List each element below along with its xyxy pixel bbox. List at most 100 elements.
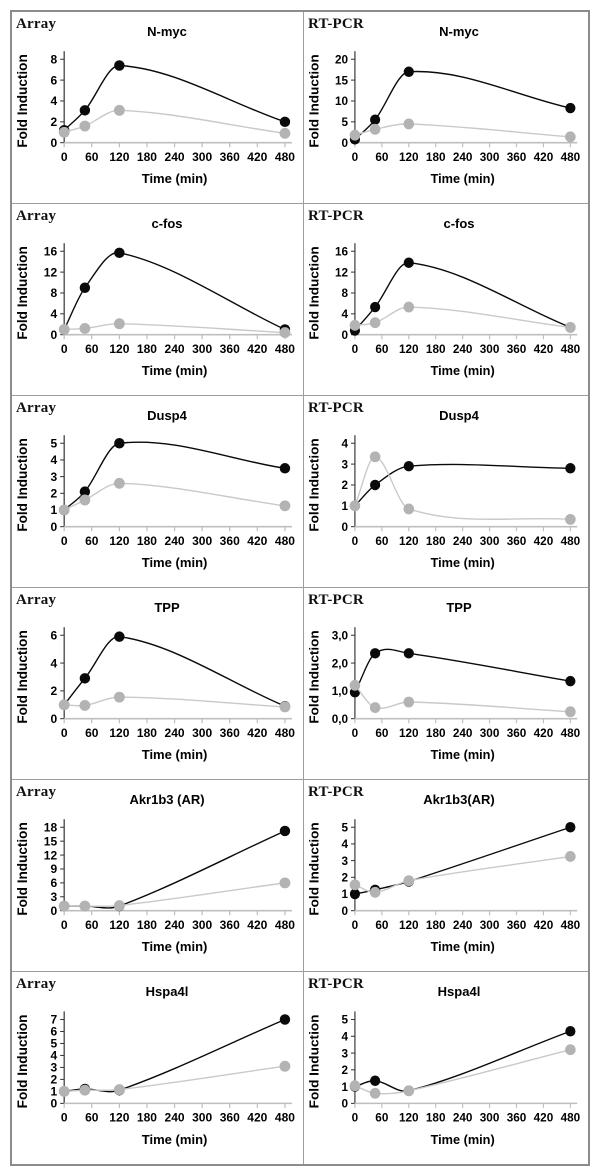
y-tick-label: 3 <box>50 890 57 904</box>
y-tick-label: 7 <box>50 1013 57 1027</box>
series-gray-marker <box>403 1085 415 1097</box>
series-black-marker <box>79 486 91 497</box>
x-tick-label: 60 <box>85 150 99 164</box>
x-tick-label: 240 <box>453 150 473 164</box>
series-gray-marker <box>369 886 381 898</box>
x-tick-label: 360 <box>507 1110 527 1124</box>
series-gray-marker <box>403 118 415 130</box>
y-tick-label: 2 <box>50 115 57 129</box>
series-black-marker <box>114 60 125 71</box>
x-tick-label: 180 <box>426 1110 446 1124</box>
y-tick-label: 3 <box>50 470 57 484</box>
y-tick-label: 6 <box>50 876 57 890</box>
y-tick-label: 1 <box>342 1080 349 1094</box>
chart-plot: 0 1 2 3 4 5 0 60 120 180 240 300 360 420 480 Fold Induc… <box>307 1011 581 1147</box>
x-tick-label: 420 <box>534 726 554 740</box>
x-tick-label: 120 <box>399 342 419 356</box>
y-tick-label: 2 <box>342 1063 349 1077</box>
x-tick-label: 480 <box>275 726 295 740</box>
y-tick-label: 15 <box>44 834 58 848</box>
series-gray-marker <box>565 131 576 143</box>
series-black-line <box>354 648 571 693</box>
series-gray-marker <box>349 879 361 891</box>
y-tick-label: 20 <box>335 52 348 66</box>
y-tick-label: 0 <box>342 904 349 918</box>
series-gray-marker <box>403 875 415 887</box>
x-tick-label: 420 <box>534 918 554 932</box>
y-tick-label: 2 <box>50 487 57 501</box>
y-tick-label: 5 <box>342 820 349 834</box>
y-tick-label: 6 <box>50 73 57 87</box>
series-gray-marker <box>279 1060 291 1072</box>
y-tick-label: 5 <box>342 1013 349 1027</box>
method-label: RT-PCR <box>308 592 364 608</box>
x-tick-label: 0 <box>61 534 68 548</box>
series-black-line <box>63 64 286 131</box>
series-gray-marker <box>58 900 70 912</box>
series-black-marker <box>79 282 91 293</box>
series-black-marker <box>565 675 576 687</box>
chart-plot: 0 1 2 3 4 0 60 120 180 240 300 360 420 480 Fold Induct… <box>307 435 581 570</box>
x-tick-label: 180 <box>426 150 446 164</box>
x-tick-label: 480 <box>275 534 295 548</box>
series-gray-marker <box>79 494 91 506</box>
series-gray-marker <box>349 129 361 141</box>
x-tick-label: 300 <box>192 150 212 164</box>
x-tick-label: 480 <box>275 342 295 356</box>
chart-grid: Array N-myc 0 2 4 6 8 0 60 120 180 240 300 360 420 480 F… <box>10 10 590 1166</box>
series-black-marker <box>403 460 414 472</box>
y-tick-label: 0 <box>342 136 349 150</box>
panel-rt-pcr-hspa4l: RT-PCR Hspa4l 0 1 2 3 4 5 0 60 120 180 240 300 360 420 4… <box>304 972 588 1164</box>
x-tick-label: 0 <box>352 1110 359 1124</box>
panel-array-n-myc: Array N-myc 0 2 4 6 8 0 60 120 180 240 300 360 420 480 F… <box>12 12 304 204</box>
series-gray-line <box>354 684 571 713</box>
x-tick-label: 240 <box>165 726 185 740</box>
y-tick-label: 15 <box>335 73 348 87</box>
series-gray-marker <box>113 477 125 489</box>
x-tick-label: 480 <box>275 1111 295 1125</box>
x-tick-label: 480 <box>275 918 295 932</box>
series-gray-marker <box>79 700 91 711</box>
series-gray-marker <box>369 451 381 463</box>
series-gray-marker <box>79 322 91 334</box>
y-tick-label: 0 <box>50 712 57 726</box>
series-gray-marker <box>369 1087 381 1099</box>
x-tick-label: 300 <box>480 918 500 932</box>
y-axis-title: Fold Induction <box>15 822 30 915</box>
chart-title: Akr1b3(AR) <box>423 792 495 807</box>
series-gray-marker <box>349 500 361 512</box>
y-tick-label: 4 <box>342 837 349 851</box>
y-tick-label: 4 <box>50 656 57 670</box>
x-tick-label: 60 <box>375 1110 388 1124</box>
y-tick-label: 0 <box>50 1097 57 1111</box>
series-gray-marker <box>349 679 361 691</box>
series-gray-marker <box>369 317 381 329</box>
x-tick-label: 300 <box>480 342 500 356</box>
series-gray-marker <box>565 1044 576 1056</box>
x-tick-label: 360 <box>220 1111 240 1125</box>
x-tick-label: 180 <box>426 534 446 548</box>
series-black-marker <box>565 822 576 833</box>
x-tick-label: 180 <box>426 342 446 356</box>
y-axis-title: Fold Induction <box>15 1015 30 1109</box>
y-tick-label: 1 <box>342 499 349 513</box>
method-label: RT-PCR <box>308 784 364 800</box>
x-tick-label: 60 <box>375 918 388 932</box>
method-label: Array <box>16 784 57 800</box>
x-tick-label: 60 <box>85 342 99 356</box>
y-axis-title: Fold Induction <box>307 1014 322 1108</box>
x-tick-label: 300 <box>480 1110 500 1124</box>
chart-plot: 0 4 8 12 16 0 60 120 180 240 300 360 420 480 Fold Indu… <box>15 243 295 378</box>
y-tick-label: 3 <box>342 854 349 868</box>
series-black-marker <box>370 114 381 125</box>
x-tick-label: 0 <box>61 342 68 356</box>
series-black-line <box>354 262 571 331</box>
series-black-marker <box>349 888 361 900</box>
y-tick-label: 4 <box>50 307 57 321</box>
series-gray-marker <box>113 318 125 330</box>
panel-rt-pcr-n-myc: RT-PCR N-myc 0 5 10 15 20 0 60 120 180 240 300 360 420… <box>304 12 588 204</box>
x-tick-label: 360 <box>507 342 527 356</box>
series-gray-marker <box>279 701 291 713</box>
y-tick-label: 5 <box>50 436 57 450</box>
x-axis-title: Time (min) <box>431 747 495 762</box>
